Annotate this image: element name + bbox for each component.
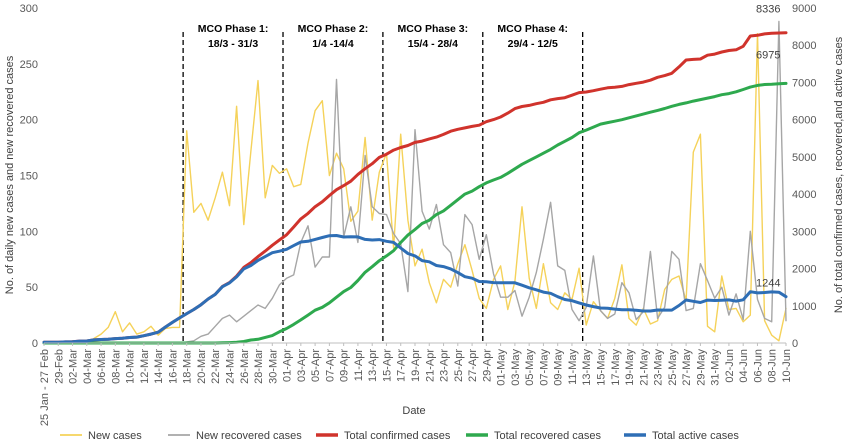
data-callout: 1244: [756, 278, 780, 290]
left-y-tick-label: 250: [20, 59, 38, 71]
left-y-tick-label: 100: [20, 226, 38, 238]
x-tick-label: 30-Mar: [267, 349, 279, 384]
x-tick-label: 15-May: [596, 349, 608, 386]
legend-label: Total recovered cases: [494, 430, 601, 442]
x-tick-label: 07-May: [538, 349, 550, 386]
x-tick-label: 03-May: [510, 349, 522, 386]
legend-label: New cases: [88, 430, 142, 442]
x-tick-label: 27-May: [681, 349, 693, 386]
axis-layer: 0501001502002503000100020003000400050006…: [20, 3, 817, 426]
right-y-tick-label: 7000: [792, 77, 816, 89]
x-tick-label: 10-Jun: [781, 349, 793, 383]
right-y-tick-label: 1000: [792, 301, 816, 313]
x-tick-label: 21-Apr: [424, 349, 436, 382]
x-tick-label: 25-Apr: [453, 349, 465, 382]
x-tick-label: 03-Apr: [296, 349, 308, 382]
x-tick-label: 31-May: [710, 349, 722, 386]
x-tick-label: 17-May: [610, 349, 622, 386]
series-line-new-cases: [43, 33, 787, 344]
annotation-layer: 8336 6975 1244: [756, 4, 780, 290]
legend-label: Total active cases: [652, 430, 739, 442]
x-tick-label: 01-Apr: [282, 349, 294, 382]
right-y-tick-label: 6000: [792, 115, 816, 127]
x-tick-label: 25-May: [667, 349, 679, 386]
data-callout: 6975: [756, 49, 780, 61]
x-tick-label: 14-Mar: [153, 349, 165, 384]
x-tick-label: 08-Jun: [767, 349, 779, 383]
x-tick-label: 11-May: [567, 349, 579, 385]
legend-label: New recovered cases: [196, 430, 302, 442]
x-tick-label: 29-May: [695, 349, 707, 386]
x-tick-label: 21-May: [638, 349, 650, 386]
x-tick-label: 26-Mar: [239, 349, 251, 384]
x-tick-label: 28-Mar: [253, 349, 265, 384]
series-layer: [42, 20, 788, 345]
legend: New cases New recovered cases Total confir…: [60, 430, 739, 442]
x-tick-label: 17-Apr: [396, 349, 408, 382]
phase-dates: 18/3 - 31/3: [208, 38, 258, 50]
x-tick-label: 23-May: [653, 349, 665, 386]
x-tick-label: 13-Apr: [367, 349, 379, 382]
x-tick-label: 07-Apr: [324, 349, 336, 382]
x-tick-label: 27-Apr: [467, 349, 479, 382]
right-y-axis-title: No. of total confirmed cases, recovered,…: [833, 36, 845, 313]
x-tick-label: 24-Mar: [225, 349, 237, 384]
x-tick-label: 10-Mar: [125, 349, 137, 384]
right-y-tick-label: 0: [792, 338, 798, 350]
phase-title: MCO Phase 4:: [497, 23, 568, 35]
x-tick-label: 12-Mar: [139, 349, 151, 384]
left-y-tick-label: 150: [20, 171, 38, 183]
x-tick-label: 05-Apr: [310, 349, 322, 382]
legend-label: Total confirmed cases: [344, 430, 451, 442]
right-y-tick-label: 2000: [792, 264, 816, 276]
right-y-tick-label: 3000: [792, 226, 816, 238]
x-tick-label: 09-Apr: [339, 349, 351, 382]
phase-title: MCO Phase 1:: [198, 23, 269, 35]
left-y-axis-title: No. of daily new cases and new recovered…: [4, 55, 16, 294]
right-y-tick-label: 9000: [792, 3, 816, 15]
left-y-tick-label: 200: [20, 115, 38, 127]
x-tick-label: 06-Mar: [96, 349, 108, 384]
right-y-tick-label: 4000: [792, 189, 816, 201]
x-tick-label: 29-Feb: [53, 349, 65, 384]
series-line-total-confirmed-cases: [42, 31, 788, 344]
x-axis-title: Date: [402, 405, 425, 417]
x-tick-label: 06-Jun: [752, 349, 764, 383]
x-tick-label: 11-Apr: [353, 349, 365, 382]
x-tick-label: 02-Jun: [724, 349, 736, 383]
series-line-total-recovered-cases: [42, 81, 788, 345]
phase-title: MCO Phase 2:: [298, 23, 369, 35]
x-tick-label: 22-Mar: [210, 349, 222, 384]
phase-layer: MCO Phase 1: 18/3 - 31/3 MCO Phase 2: 1/4 -…: [182, 23, 584, 343]
x-tick-label: 13-May: [581, 349, 593, 386]
right-y-tick-label: 8000: [792, 40, 816, 52]
x-tick-label: 23-Apr: [439, 349, 451, 382]
x-tick-label: 19-May: [624, 349, 636, 386]
x-tick-label: 15-Apr: [381, 349, 393, 382]
x-tick-label: 09-May: [553, 349, 565, 386]
series-line-total-active-cases: [42, 234, 788, 344]
x-tick-label: 29-Apr: [481, 349, 493, 382]
phase-title: MCO Phase 3:: [398, 23, 469, 35]
phase-dates: 1/4 -14/4: [312, 38, 354, 50]
x-tick-label: 16-Mar: [167, 349, 179, 384]
left-y-tick-label: 50: [26, 282, 38, 294]
left-y-tick-label: 0: [32, 338, 38, 350]
x-tick-label: 08-Mar: [110, 349, 122, 384]
x-tick-label: 20-Mar: [196, 349, 208, 384]
data-callout: 8336: [756, 4, 780, 16]
x-tick-label: 19-Apr: [410, 349, 422, 382]
left-y-tick-label: 300: [20, 3, 38, 15]
phase-dates: 29/4 - 12/5: [508, 38, 558, 50]
x-tick-label: 02-Mar: [68, 349, 80, 384]
x-tick-label: 25 Jan - 27 Feb: [39, 349, 51, 426]
right-y-tick-label: 5000: [792, 152, 816, 164]
x-tick-label: 01-May: [496, 349, 508, 386]
x-tick-label: 04-Mar: [82, 349, 94, 384]
x-tick-label: 18-Mar: [182, 349, 194, 384]
phase-dates: 15/4 - 28/4: [408, 38, 458, 50]
x-tick-label: 04-Jun: [738, 349, 750, 383]
x-tick-label: 05-May: [524, 349, 536, 386]
